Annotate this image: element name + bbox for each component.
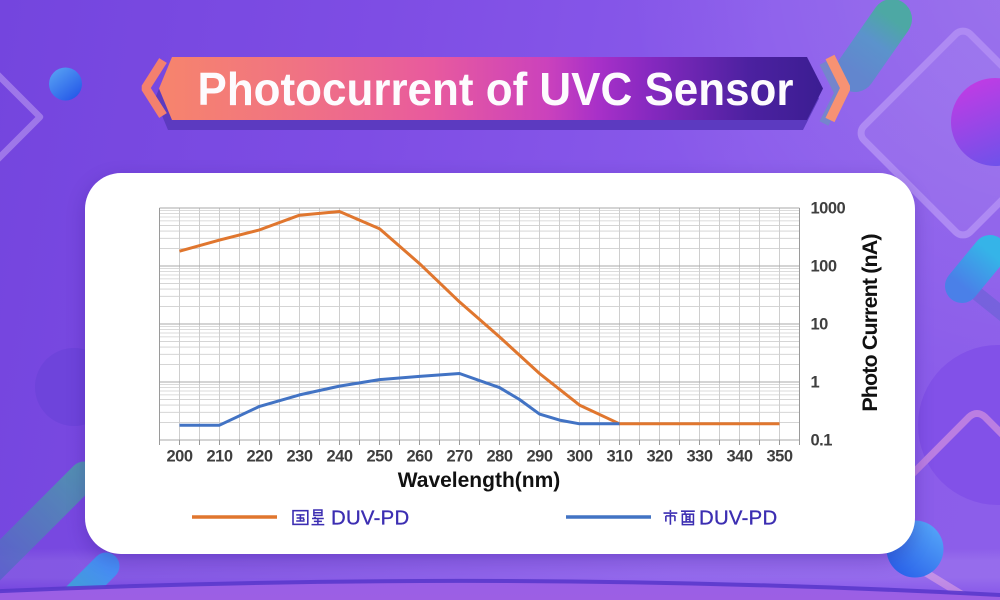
svg-text:0.1: 0.1 — [811, 432, 833, 450]
svg-text:100: 100 — [811, 258, 837, 276]
svg-text:250: 250 — [366, 448, 392, 466]
svg-text:Wavelength(nm): Wavelength(nm) — [398, 469, 561, 492]
svg-text:1000: 1000 — [811, 200, 846, 218]
svg-text:260: 260 — [406, 448, 432, 466]
svg-text:210: 210 — [206, 448, 232, 466]
svg-text:330: 330 — [686, 448, 712, 466]
svg-text:Photo Current (nA): Photo Current (nA) — [858, 234, 882, 412]
svg-text:270: 270 — [446, 448, 472, 466]
svg-text:340: 340 — [726, 448, 752, 466]
svg-text:290: 290 — [526, 448, 552, 466]
svg-text:10: 10 — [811, 316, 829, 334]
svg-text:300: 300 — [566, 448, 592, 466]
svg-text:240: 240 — [326, 448, 352, 466]
svg-text:DUV-PD: DUV-PD — [699, 508, 777, 530]
svg-text:1: 1 — [811, 374, 820, 392]
svg-text:350: 350 — [766, 448, 792, 466]
svg-text:200: 200 — [166, 448, 192, 466]
svg-text:280: 280 — [486, 448, 512, 466]
svg-text:230: 230 — [286, 448, 312, 466]
svg-text:220: 220 — [246, 448, 272, 466]
svg-text:310: 310 — [606, 448, 632, 466]
svg-text:320: 320 — [646, 448, 672, 466]
svg-text:Photocurrent of UVC Sensor: Photocurrent of UVC Sensor — [198, 63, 794, 115]
svg-text:DUV-PD: DUV-PD — [331, 508, 409, 530]
